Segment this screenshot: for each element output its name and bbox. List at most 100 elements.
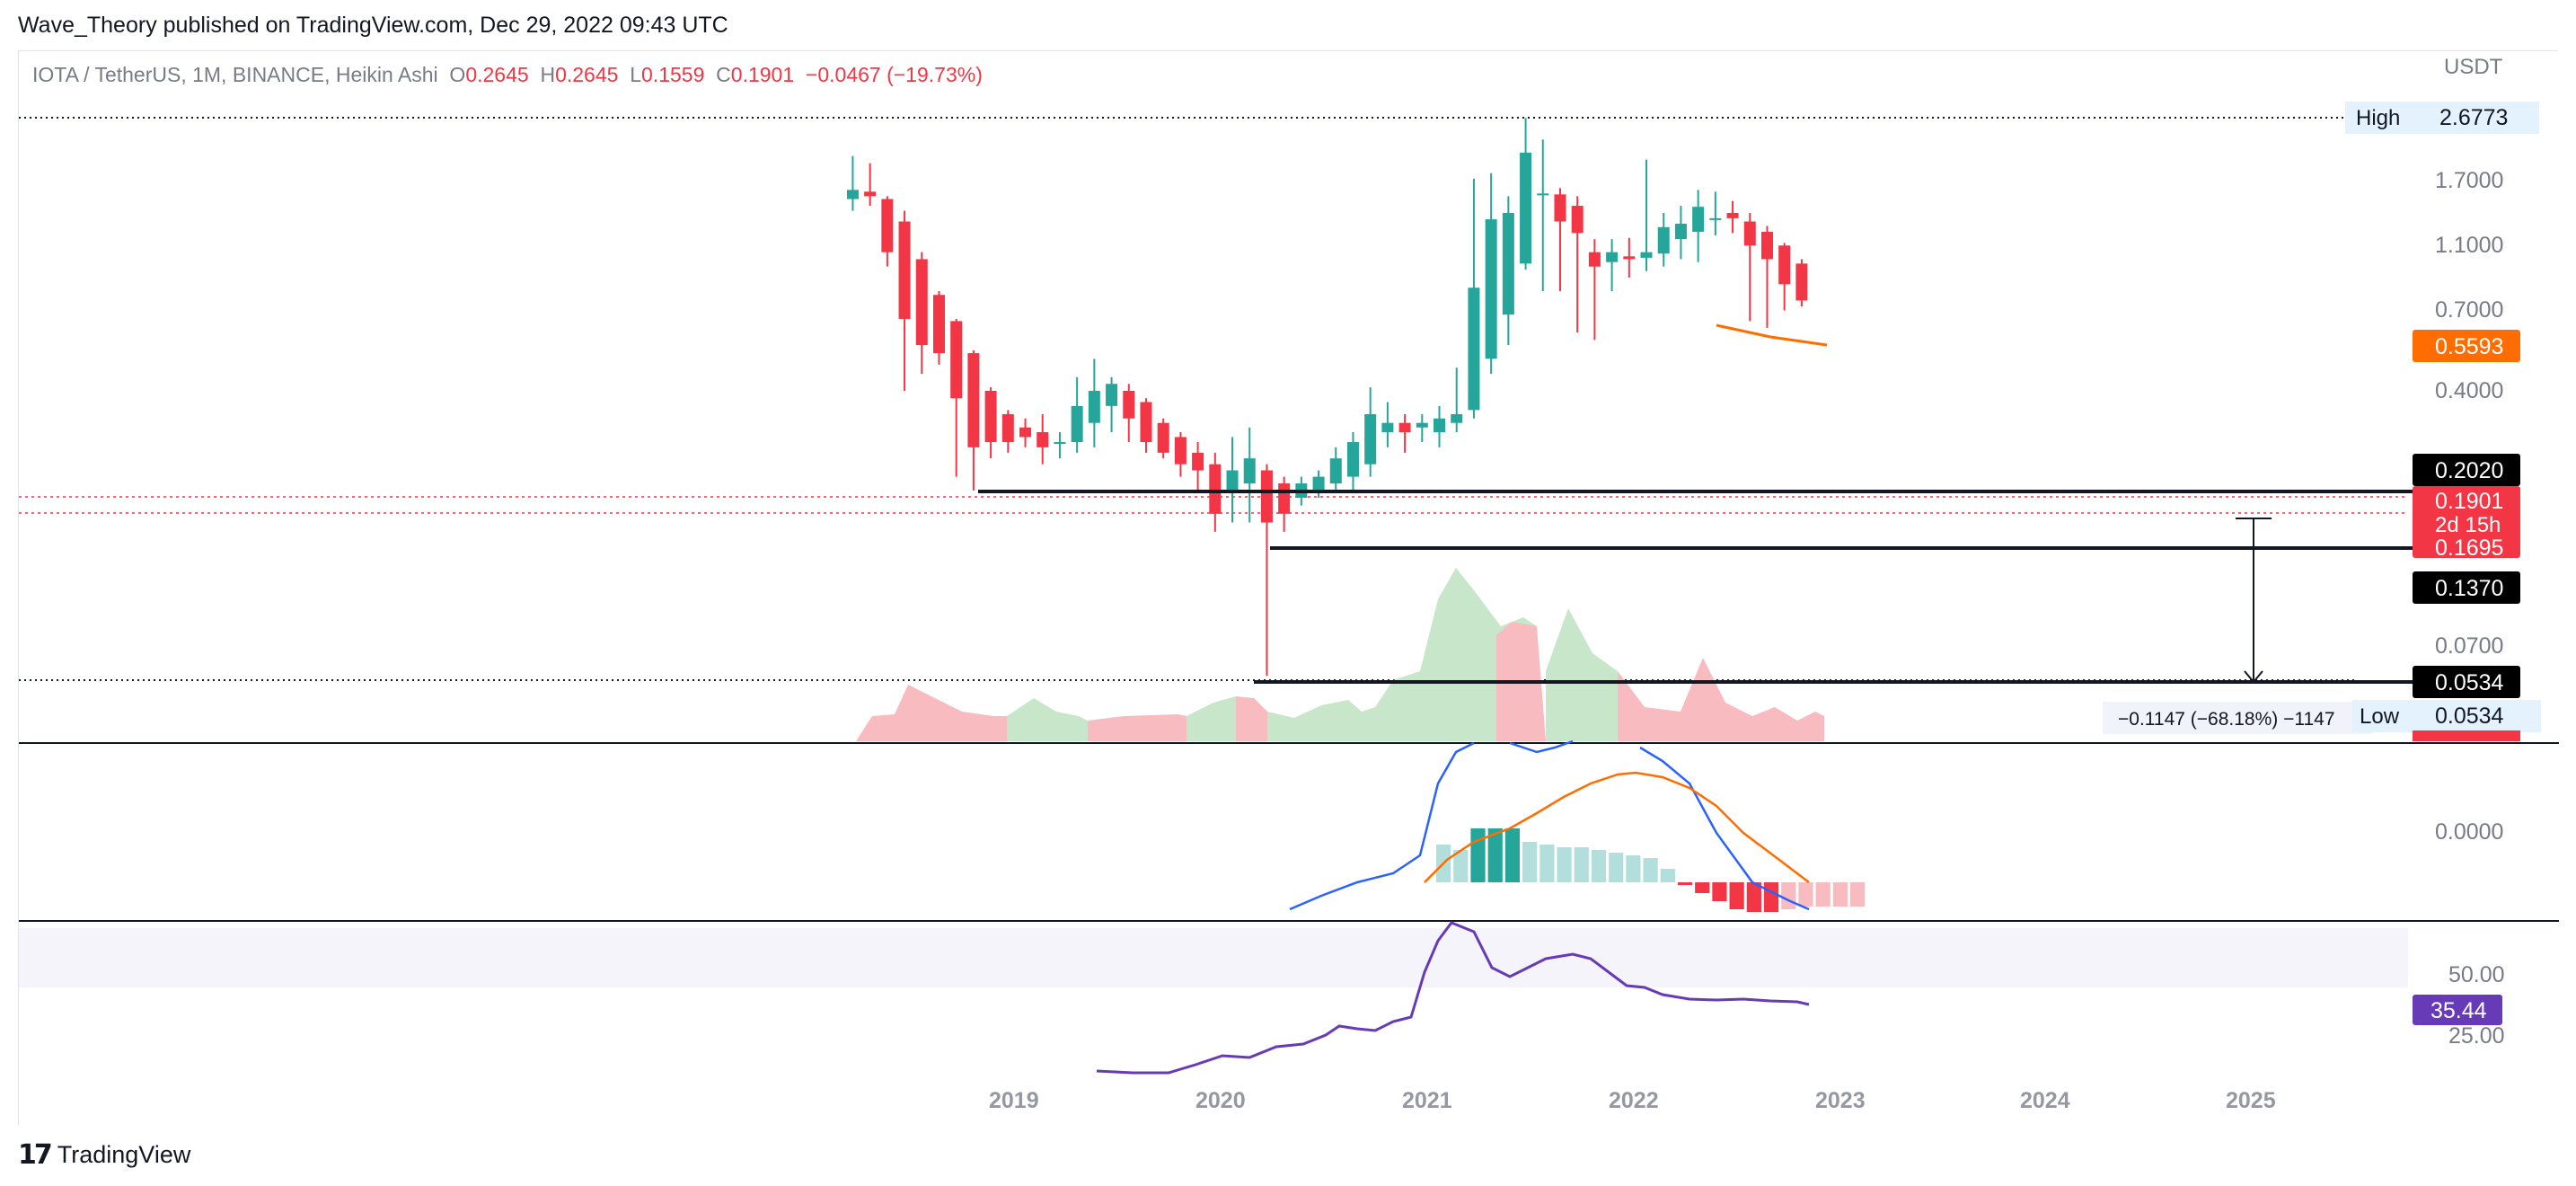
rsi-tick-25: 25.00	[2448, 1023, 2505, 1049]
volume-profile-green-2	[1187, 696, 1236, 741]
candle-body[interactable]	[846, 190, 859, 199]
rsi-band	[19, 928, 2408, 987]
low-label-box	[2352, 700, 2541, 732]
level-tag-0202	[2413, 454, 2520, 486]
candle-body[interactable]	[1037, 432, 1049, 447]
candle-body[interactable]	[1346, 442, 1359, 477]
candle-body[interactable]	[1398, 422, 1411, 433]
chart-canvas[interactable]: USDT 1.7000 1.1000 0.7000 0.4000 0.0700 …	[19, 51, 2559, 1126]
candle-body[interactable]	[1088, 391, 1100, 423]
candle-body[interactable]	[864, 191, 877, 197]
candle-body[interactable]	[967, 353, 980, 447]
measure-tool[interactable]	[2236, 518, 2272, 684]
footer-brand[interactable]: 17 TradingView	[18, 1139, 190, 1171]
candle-body[interactable]	[1019, 427, 1032, 438]
candle-body[interactable]	[1174, 437, 1187, 465]
rsi-line[interactable]	[1096, 921, 1810, 1075]
axis-tick-0400: 0.4000	[2435, 378, 2503, 403]
candle-body[interactable]	[1468, 288, 1480, 411]
volume-profile-green-3	[1267, 568, 1541, 741]
low-label-value: 0.0534	[2435, 704, 2504, 729]
candle-body[interactable]	[1416, 422, 1428, 428]
ma-price-tag-text: 0.5593	[2435, 334, 2503, 359]
candle-body[interactable]	[1657, 226, 1670, 254]
macd-histogram-bar	[1781, 882, 1796, 909]
legend-high-value: 0.2645	[555, 63, 619, 86]
axis-tick-0700: 0.7000	[2435, 297, 2503, 323]
candle-body[interactable]	[1743, 221, 1756, 246]
macd-signal-line	[1424, 771, 1810, 883]
rsi-value-tag-text: 35.44	[2430, 998, 2487, 1023]
legend-open-value: 0.2645	[465, 63, 529, 86]
candle-body[interactable]	[1260, 470, 1273, 523]
candle-body[interactable]	[1709, 217, 1722, 220]
macd-histogram-bar	[1470, 828, 1486, 882]
candle-body[interactable]	[1623, 256, 1636, 260]
candle-body[interactable]	[1692, 207, 1705, 232]
candle-body[interactable]	[915, 259, 928, 346]
candle-body[interactable]	[1071, 405, 1083, 443]
candle-body[interactable]	[1554, 194, 1566, 222]
low-label-text: Low	[2360, 704, 2400, 729]
tradingview-brand: TradingView	[57, 1141, 191, 1168]
candle-body[interactable]	[1726, 212, 1739, 218]
candle-body[interactable]	[1588, 252, 1601, 267]
level-tag-00534	[2413, 666, 2520, 698]
candle-body[interactable]	[1364, 413, 1377, 465]
candle-body[interactable]	[1674, 224, 1687, 240]
current-price-countdown: 2d 15h	[2435, 513, 2501, 537]
candle-body[interactable]	[1329, 458, 1342, 484]
level-tag-0137-text: 0.1370	[2435, 576, 2503, 601]
candle-body[interactable]	[1760, 231, 1773, 260]
candle-body[interactable]	[1209, 464, 1222, 514]
candle-body[interactable]	[1795, 263, 1808, 301]
legend-change: −0.0467 (−19.73%)	[805, 63, 983, 86]
candle-body[interactable]	[1451, 413, 1463, 423]
macd-histogram-bar	[1729, 882, 1744, 909]
legend-low-label: L	[630, 63, 642, 86]
macd-histogram-bar	[1643, 858, 1658, 882]
candle-body[interactable]	[1571, 206, 1584, 234]
macd-histogram-bar	[1574, 847, 1589, 882]
candle-body[interactable]	[1157, 422, 1169, 453]
axis-tick-1700: 1.7000	[2435, 168, 2503, 193]
candle-body[interactable]	[1243, 458, 1256, 484]
candle-body[interactable]	[1226, 470, 1239, 491]
candle-body[interactable]	[1140, 402, 1152, 443]
candle-body[interactable]	[1054, 442, 1066, 445]
current-price-tag-value: 0.1901	[2435, 489, 2503, 514]
candle-body[interactable]	[1192, 452, 1204, 471]
candle-body[interactable]	[1537, 193, 1549, 196]
volume-profile-red-2	[1088, 714, 1187, 741]
volume-profile-green-1	[1007, 698, 1088, 741]
candle-body[interactable]	[984, 391, 997, 443]
candle-body[interactable]	[881, 199, 894, 252]
volume-profile-red-3	[1236, 696, 1267, 741]
candle-body[interactable]	[1106, 384, 1118, 406]
candle-body[interactable]	[1278, 483, 1291, 514]
legend-open-label: O	[449, 63, 466, 86]
candle-body[interactable]	[1502, 212, 1514, 315]
candle-body[interactable]	[1778, 245, 1791, 285]
candle-body[interactable]	[1606, 252, 1619, 262]
candle-body[interactable]	[950, 321, 963, 399]
candle-body[interactable]	[1485, 219, 1497, 359]
candle-body[interactable]	[1312, 476, 1325, 491]
candle-body[interactable]	[1434, 418, 1446, 433]
chart-frame[interactable]: USDT 1.7000 1.1000 0.7000 0.4000 0.0700 …	[18, 50, 2559, 1126]
measure-label-box	[2103, 702, 2372, 734]
macd-histogram-bar	[1815, 882, 1831, 907]
candle-body[interactable]	[1001, 413, 1014, 443]
candle-body[interactable]	[1123, 391, 1135, 419]
moving-average-line	[1716, 323, 1828, 347]
candle-body[interactable]	[898, 221, 911, 319]
high-label-box	[2345, 102, 2539, 134]
legend-close-label: C	[716, 63, 731, 86]
candle-body[interactable]	[1520, 152, 1532, 264]
symbol-legend[interactable]: IOTA / TetherUS, 1M, BINANCE, Heikin Ash…	[32, 63, 983, 87]
candle-body[interactable]	[1381, 422, 1394, 433]
time-axis: 2019 2020 2021 2022 2023 2024 2025	[989, 1088, 2276, 1113]
time-tick-2024: 2024	[2020, 1088, 2070, 1113]
candle-body[interactable]	[1640, 252, 1653, 258]
candle-body[interactable]	[932, 295, 945, 354]
